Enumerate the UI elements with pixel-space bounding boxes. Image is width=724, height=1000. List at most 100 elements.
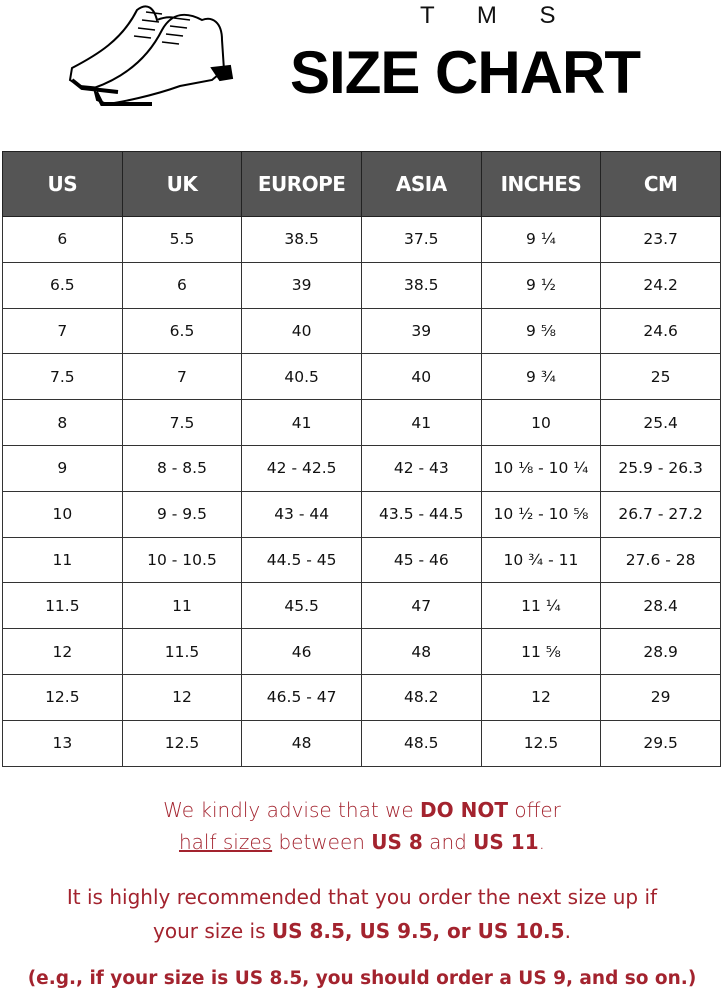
cell-cm: 23.7 bbox=[600, 216, 721, 263]
table-row: 6.5 6 39 38.5 9 ½ 24.2 bbox=[2, 261, 721, 309]
cell-inches: 11 ¼ bbox=[480, 582, 602, 630]
cell-us: 7.5 bbox=[2, 353, 123, 401]
cell-asia: 43.5 - 44.5 bbox=[360, 490, 482, 538]
cell-asia: 40 bbox=[360, 353, 482, 401]
cell-us: 11 bbox=[2, 536, 123, 584]
note-text: and bbox=[422, 830, 474, 854]
table-row: 8 7.5 41 41 10 25.4 bbox=[2, 399, 721, 446]
table-header-row: US UK EUROPE ASIA INCHES CM bbox=[2, 151, 721, 217]
example-note: (e.g., if your size is US 8.5, you shoul… bbox=[27, 968, 697, 989]
table-row: 10 9 - 9.5 43 - 44 43.5 - 44.5 10 ½ - 10 ⅝ 26… bbox=[2, 490, 721, 538]
cell-us: 12.5 bbox=[2, 673, 123, 721]
cell-inches: 9 ⅝ bbox=[480, 307, 602, 355]
brand-name: T M S bbox=[420, 2, 574, 29]
cell-cm: 28.9 bbox=[600, 628, 721, 675]
cell-us: 8 bbox=[2, 399, 123, 446]
cell-asia: 45 - 46 bbox=[360, 536, 482, 584]
cell-uk: 8 - 8.5 bbox=[121, 444, 243, 492]
note-underlined: half sizes bbox=[179, 830, 273, 854]
cell-uk: 12.5 bbox=[121, 719, 243, 767]
cell-europe: 41 bbox=[241, 399, 362, 446]
cell-asia: 37.5 bbox=[360, 216, 482, 263]
cell-asia: 48.5 bbox=[360, 719, 482, 767]
cell-asia: 39 bbox=[360, 307, 482, 355]
note-emphasis: DO NOT bbox=[420, 798, 508, 822]
cell-cm: 25 bbox=[600, 353, 721, 401]
cell-europe: 43 - 44 bbox=[241, 490, 362, 538]
size-chart-table: US UK EUROPE ASIA INCHES CM 6 5.5 38.5 37.5… bbox=[2, 151, 721, 767]
cell-europe: 44.5 - 45 bbox=[241, 536, 362, 584]
cell-cm: 28.4 bbox=[600, 582, 721, 630]
column-header-us: US bbox=[2, 151, 123, 217]
shoes-icon bbox=[68, 5, 234, 106]
cell-asia: 41 bbox=[360, 399, 482, 446]
cell-europe: 38.5 bbox=[241, 216, 362, 263]
cell-uk: 6.5 bbox=[121, 307, 243, 355]
cell-europe: 48 bbox=[241, 719, 362, 767]
size-up-recommendation: It is highly recommended that you order … bbox=[0, 880, 724, 948]
cell-inches: 10 ¾ - 11 bbox=[480, 536, 602, 584]
note-text: between bbox=[272, 830, 372, 854]
cell-us: 7 bbox=[2, 307, 123, 355]
cell-europe: 46.5 - 47 bbox=[241, 673, 362, 721]
cell-uk: 11 bbox=[121, 582, 243, 630]
table-row: 11 10 - 10.5 44.5 - 45 45 - 46 10 ¾ - 11 27.6… bbox=[2, 536, 721, 584]
cell-inches: 10 ½ - 10 ⅝ bbox=[480, 490, 602, 538]
half-size-notice: We kindly advise that we DO NOT offer ha… bbox=[0, 794, 724, 858]
cell-cm: 25.4 bbox=[600, 399, 721, 446]
cell-cm: 26.7 - 27.2 bbox=[600, 490, 721, 538]
table-row: 7.5 7 40.5 40 9 ¾ 25 bbox=[2, 353, 721, 401]
cell-us: 12 bbox=[2, 628, 123, 675]
cell-cm: 27.6 - 28 bbox=[600, 536, 721, 584]
cell-asia: 48 bbox=[360, 628, 482, 675]
column-header-europe: EUROPE bbox=[241, 151, 362, 217]
cell-us: 13 bbox=[2, 719, 123, 767]
cell-uk: 9 - 9.5 bbox=[121, 490, 243, 538]
cell-uk: 7.5 bbox=[121, 399, 243, 446]
cell-us: 6 bbox=[2, 216, 123, 263]
table-row: 12 11.5 46 48 11 ⅝ 28.9 bbox=[2, 628, 721, 675]
note-text: your size is bbox=[153, 919, 272, 943]
note-text: We kindly advise that we bbox=[163, 798, 421, 822]
cell-us: 11.5 bbox=[2, 582, 123, 630]
note-emphasis: US 11 bbox=[473, 830, 539, 854]
column-header-uk: UK bbox=[121, 151, 243, 217]
cell-cm: 29.5 bbox=[600, 719, 721, 767]
cell-asia: 38.5 bbox=[360, 261, 482, 309]
note-text: . bbox=[538, 830, 545, 854]
cell-inches: 9 ¼ bbox=[480, 216, 602, 263]
cell-uk: 12 bbox=[121, 673, 243, 721]
cell-asia: 42 - 43 bbox=[360, 444, 482, 492]
column-header-cm: CM bbox=[600, 151, 721, 217]
cell-cm: 25.9 - 26.3 bbox=[600, 444, 721, 492]
note-text: . bbox=[564, 919, 571, 943]
cell-inches: 12.5 bbox=[480, 719, 602, 767]
cell-inches: 11 ⅝ bbox=[480, 628, 602, 675]
cell-us: 9 bbox=[2, 444, 123, 492]
cell-us: 10 bbox=[2, 490, 123, 538]
cell-inches: 12 bbox=[480, 673, 602, 721]
cell-asia: 48.2 bbox=[360, 673, 482, 721]
table-row: 6 5.5 38.5 37.5 9 ¼ 23.7 bbox=[2, 216, 721, 263]
cell-europe: 42 - 42.5 bbox=[241, 444, 362, 492]
table-row: 13 12.5 48 48.5 12.5 29.5 bbox=[2, 719, 721, 767]
table-row: 11.5 11 45.5 47 11 ¼ 28.4 bbox=[2, 582, 721, 630]
cell-inches: 9 ½ bbox=[480, 261, 602, 309]
page-title: SIZE CHART bbox=[290, 39, 641, 106]
note-text: offer bbox=[508, 798, 561, 822]
cell-cm: 24.6 bbox=[600, 307, 721, 355]
note-text: It is highly recommended that you order … bbox=[66, 885, 658, 909]
cell-uk: 7 bbox=[121, 353, 243, 401]
note-emphasis: US 8 bbox=[371, 830, 423, 854]
cell-cm: 24.2 bbox=[600, 261, 721, 309]
cell-inches: 10 bbox=[480, 399, 602, 446]
cell-uk: 10 - 10.5 bbox=[121, 536, 243, 584]
note-emphasis: US 8.5, US 9.5, or US 10.5 bbox=[271, 919, 565, 943]
cell-inches: 9 ¾ bbox=[480, 353, 602, 401]
cell-uk: 5.5 bbox=[121, 216, 243, 263]
cell-inches: 10 ⅛ - 10 ¼ bbox=[480, 444, 602, 492]
cell-us: 6.5 bbox=[2, 261, 123, 309]
cell-europe: 45.5 bbox=[241, 582, 362, 630]
cell-europe: 40 bbox=[241, 307, 362, 355]
